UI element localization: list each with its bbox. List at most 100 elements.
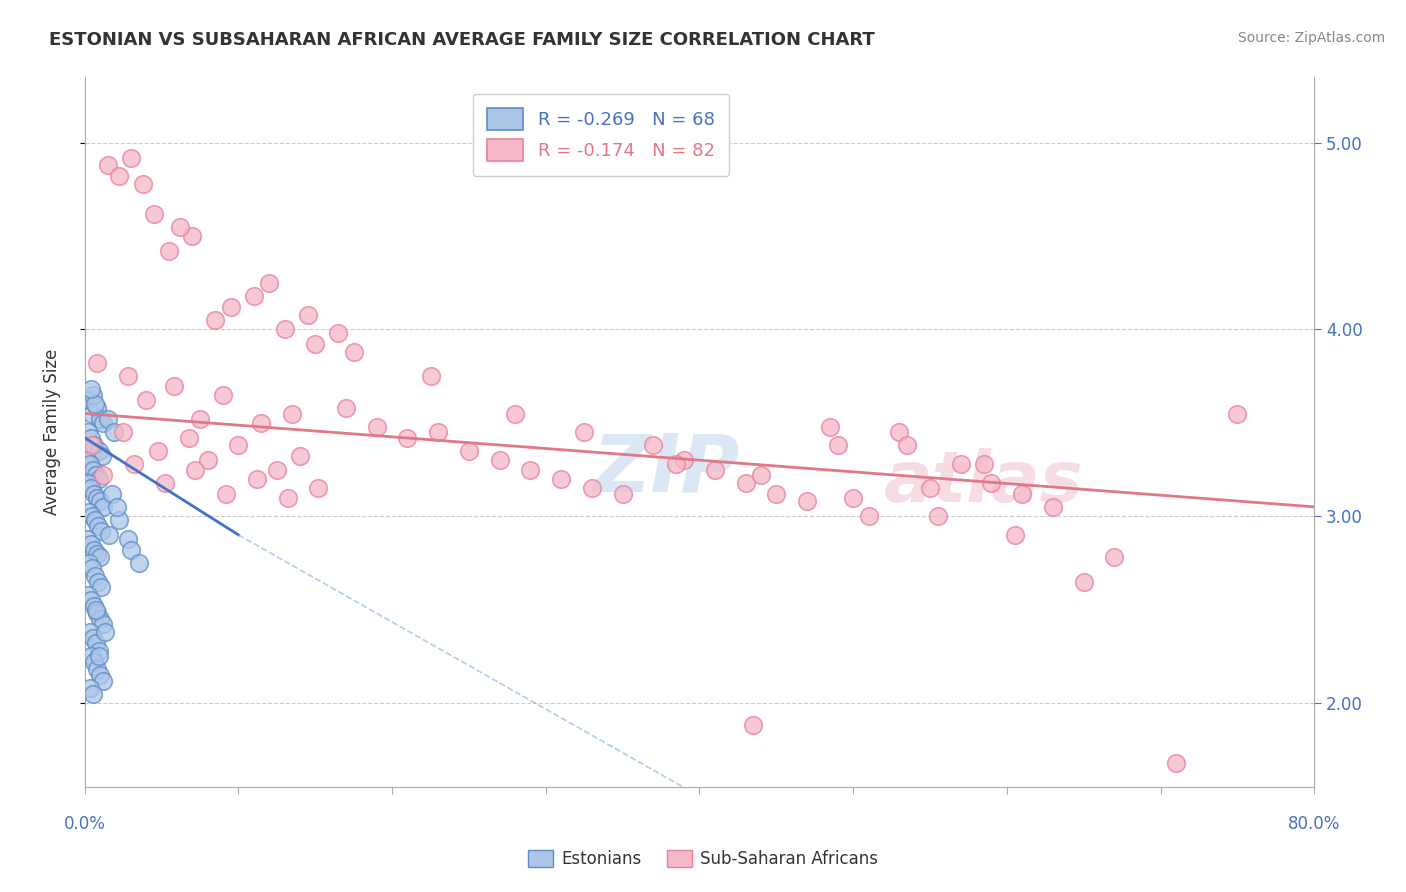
- Text: Source: ZipAtlas.com: Source: ZipAtlas.com: [1237, 31, 1385, 45]
- Point: [89, 412, 111, 426]
- Point: [112, 425, 135, 440]
- Point: [135, 393, 157, 408]
- Point: [927, 509, 949, 524]
- Point: [896, 438, 918, 452]
- Point: [328, 326, 350, 341]
- Point: [86, 662, 108, 676]
- Point: [103, 425, 125, 440]
- Point: [84, 397, 107, 411]
- Text: 0.0%: 0.0%: [63, 815, 105, 833]
- Point: [84, 569, 107, 583]
- Point: [297, 308, 319, 322]
- Point: [1104, 550, 1126, 565]
- Point: [122, 457, 145, 471]
- Point: [76, 453, 98, 467]
- Point: [79, 624, 101, 639]
- Point: [76, 532, 98, 546]
- Point: [107, 169, 129, 184]
- Point: [181, 229, 204, 244]
- Legend: R = -0.269   N = 68, R = -0.174   N = 82: R = -0.269 N = 68, R = -0.174 N = 82: [472, 94, 730, 176]
- Point: [246, 472, 269, 486]
- Point: [80, 431, 103, 445]
- Point: [120, 151, 142, 165]
- Point: [949, 457, 972, 471]
- Point: [82, 388, 104, 402]
- Point: [343, 345, 366, 359]
- Point: [188, 412, 211, 426]
- Point: [89, 472, 111, 486]
- Point: [396, 431, 419, 445]
- Point: [76, 475, 98, 490]
- Legend: Estonians, Sub-Saharan Africans: Estonians, Sub-Saharan Africans: [522, 843, 884, 875]
- Point: [734, 475, 756, 490]
- Point: [97, 158, 120, 172]
- Point: [89, 494, 111, 508]
- Point: [665, 457, 688, 471]
- Point: [581, 481, 603, 495]
- Point: [117, 369, 139, 384]
- Point: [273, 322, 295, 336]
- Point: [101, 487, 124, 501]
- Point: [243, 289, 266, 303]
- Point: [83, 599, 105, 613]
- Point: [84, 636, 107, 650]
- Point: [82, 631, 104, 645]
- Point: [89, 612, 111, 626]
- Point: [419, 369, 441, 384]
- Point: [304, 337, 326, 351]
- Point: [82, 407, 104, 421]
- Point: [82, 687, 104, 701]
- Point: [1226, 407, 1249, 421]
- Point: [80, 649, 103, 664]
- Point: [277, 491, 299, 505]
- Point: [219, 300, 242, 314]
- Point: [93, 617, 115, 632]
- Point: [179, 431, 201, 445]
- Point: [83, 487, 105, 501]
- Point: [250, 416, 273, 430]
- Point: [89, 550, 111, 565]
- Point: [87, 574, 110, 589]
- Point: [643, 438, 665, 452]
- Point: [1073, 574, 1095, 589]
- Point: [128, 556, 150, 570]
- Point: [157, 244, 180, 258]
- Text: 80.0%: 80.0%: [1288, 815, 1340, 833]
- Point: [84, 468, 107, 483]
- Point: [980, 475, 1002, 490]
- Point: [742, 718, 765, 732]
- Point: [79, 681, 101, 695]
- Point: [107, 513, 129, 527]
- Point: [503, 407, 526, 421]
- Point: [83, 513, 105, 527]
- Point: [132, 177, 155, 191]
- Text: ESTONIAN VS SUBSAHARAN AFRICAN AVERAGE FAMILY SIZE CORRELATION CHART: ESTONIAN VS SUBSAHARAN AFRICAN AVERAGE F…: [49, 31, 875, 49]
- Point: [281, 407, 304, 421]
- Point: [83, 655, 105, 669]
- Point: [427, 425, 450, 440]
- Point: [93, 673, 115, 688]
- Point: [117, 532, 139, 546]
- Point: [91, 416, 114, 430]
- Point: [215, 487, 238, 501]
- Point: [82, 438, 104, 452]
- Point: [673, 453, 696, 467]
- Point: [266, 462, 288, 476]
- Point: [184, 462, 207, 476]
- Point: [257, 276, 280, 290]
- Point: [90, 524, 112, 538]
- Point: [612, 487, 634, 501]
- Point: [77, 506, 100, 520]
- Point: [80, 593, 103, 607]
- Point: [818, 419, 841, 434]
- Point: [83, 542, 105, 557]
- Text: ZIP: ZIP: [592, 431, 740, 508]
- Point: [918, 481, 941, 495]
- Point: [366, 419, 388, 434]
- Point: [97, 412, 120, 426]
- Point: [89, 668, 111, 682]
- Point: [228, 438, 250, 452]
- Point: [858, 509, 880, 524]
- Point: [87, 443, 110, 458]
- Point: [973, 457, 995, 471]
